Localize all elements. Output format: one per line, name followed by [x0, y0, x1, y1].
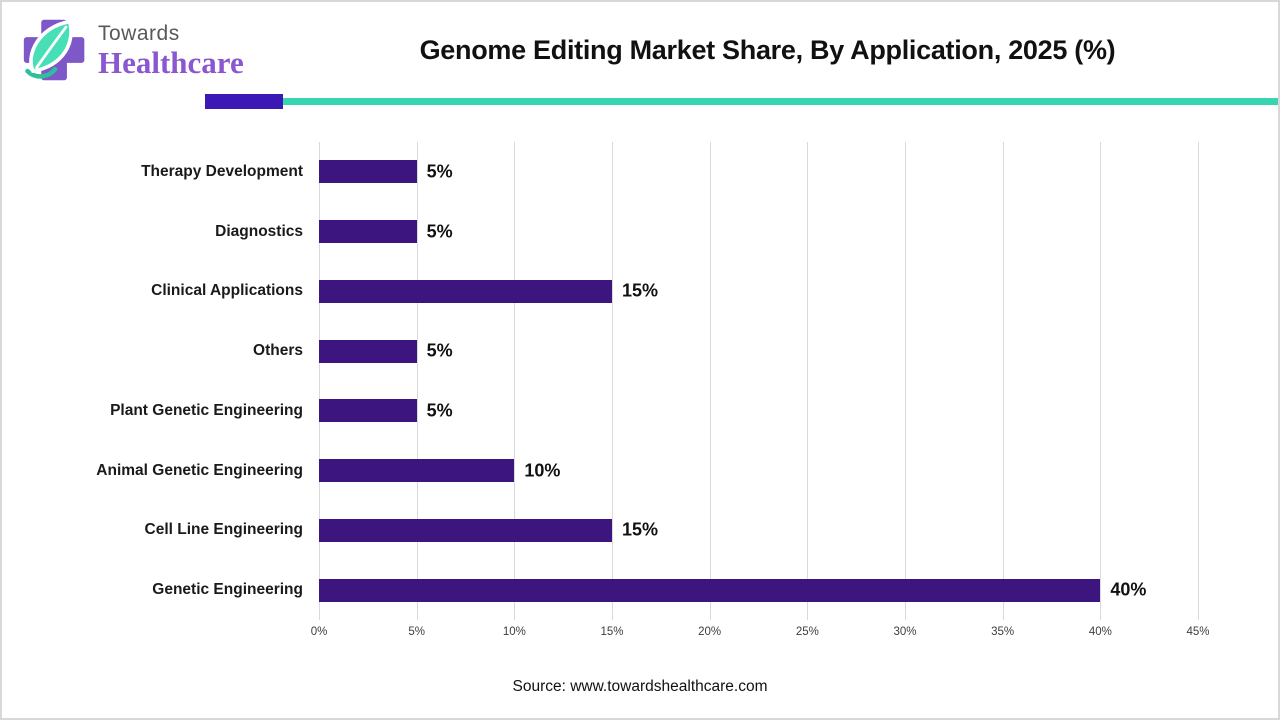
bar-track: 5% — [319, 220, 1198, 244]
towards-healthcare-logo: Towards Healthcare — [22, 14, 244, 86]
bar-value-label: 5% — [426, 400, 453, 421]
category-label: Plant Genetic Engineering — [110, 401, 303, 419]
category-label: Therapy Development — [141, 162, 303, 180]
bar-row: Clinical Applications 15% — [2, 262, 1198, 322]
x-tick-label: 45% — [1186, 626, 1210, 638]
category-label: Clinical Applications — [151, 282, 303, 300]
bar-track: 5% — [319, 160, 1198, 184]
x-tick-label: 30% — [893, 626, 917, 638]
x-tick-label: 35% — [991, 626, 1015, 638]
x-tick-label: 25% — [795, 626, 819, 638]
bar-track: 15% — [319, 518, 1198, 542]
divider-purple-segment — [205, 94, 283, 109]
x-tick-label: 5% — [408, 626, 425, 638]
category-label: Diagnostics — [215, 222, 303, 240]
bar — [319, 160, 417, 184]
x-tick-label: 10% — [502, 626, 526, 638]
bar-track: 5% — [319, 399, 1198, 423]
bar-row: Animal Genetic Engineering 10% — [2, 441, 1198, 501]
bar-value-label: 15% — [622, 519, 659, 540]
bar-row: Others 5% — [2, 321, 1198, 381]
category-label: Others — [253, 342, 303, 360]
bar-value-label: 10% — [524, 460, 561, 481]
x-tick-label: 40% — [1088, 626, 1112, 638]
bar-track: 10% — [319, 459, 1198, 483]
bar — [319, 279, 612, 303]
bar-row: Diagnostics 5% — [2, 202, 1198, 262]
page-title: Genome Editing Market Share, By Applicat… — [419, 35, 1116, 65]
bar-value-label: 15% — [622, 280, 659, 301]
category-label: Genetic Engineering — [152, 581, 303, 599]
bar-row: Cell Line Engineering 15% — [2, 501, 1198, 561]
category-label: Animal Genetic Engineering — [96, 461, 303, 479]
header-divider — [205, 94, 1278, 109]
bar — [319, 518, 612, 542]
divider-teal-segment — [283, 98, 1278, 105]
bar-rows: Therapy Development 5% Diagnostics 5% Clinic… — [2, 142, 1198, 620]
bar — [319, 220, 417, 244]
logo-towards: Towards — [98, 22, 180, 45]
x-tick-label: 0% — [310, 626, 328, 638]
bar-row: Plant Genetic Engineering 5% — [2, 381, 1198, 441]
bar-value-label: 5% — [426, 161, 453, 182]
bar-value-label: 5% — [426, 340, 453, 361]
bar — [319, 459, 515, 483]
bar — [319, 399, 417, 423]
logo-text: Towards Healthcare — [98, 14, 244, 78]
bar-row: Genetic Engineering 40% — [2, 560, 1198, 620]
bar-track: 5% — [319, 339, 1198, 363]
gridline — [1198, 142, 1199, 620]
bar-track: 15% — [319, 279, 1198, 303]
bar-value-label: 40% — [1110, 579, 1147, 600]
x-tick-label: 15% — [600, 626, 624, 638]
category-label: Cell Line Engineering — [144, 521, 303, 539]
bar — [319, 578, 1101, 602]
logo-healthcare: Healthcare — [98, 45, 244, 80]
bar-row: Therapy Development 5% — [2, 142, 1198, 202]
logo-cross-leaf-icon — [23, 19, 85, 81]
source-text: Source: www.towardshealthcare.com — [512, 678, 768, 695]
x-axis: 0% 5% 10% 15% 20% 25% 30% 35% 40% 45% — [311, 626, 1210, 642]
bar-track: 40% — [319, 578, 1198, 602]
bar-value-label: 5% — [426, 221, 453, 242]
bar — [319, 339, 417, 363]
x-tick-label: 20% — [698, 626, 722, 638]
